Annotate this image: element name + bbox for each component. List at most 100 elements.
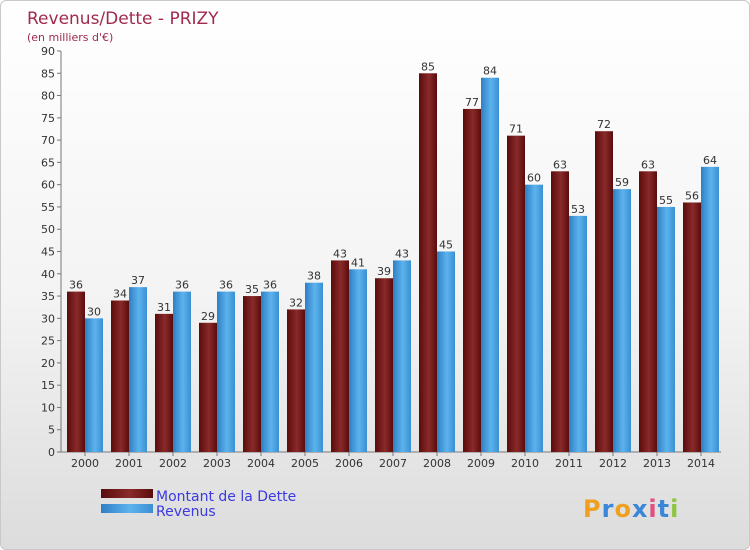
y-tick-label: 90 — [41, 45, 55, 58]
y-tick-label: 5 — [48, 424, 55, 437]
bar-revenus — [657, 206, 675, 452]
value-label: 43 — [395, 247, 409, 260]
bar-revenus — [173, 291, 191, 452]
value-label: 41 — [351, 256, 365, 269]
x-tick-label: 2012 — [599, 457, 627, 470]
logo-letter: t — [658, 495, 670, 523]
y-tick-label: 50 — [41, 223, 55, 236]
value-label: 34 — [113, 288, 127, 301]
y-tick-label: 85 — [41, 67, 55, 80]
value-label: 35 — [245, 283, 259, 296]
value-label: 55 — [659, 194, 673, 207]
value-label: 77 — [465, 96, 479, 109]
bar-dette — [287, 309, 305, 452]
value-label: 43 — [333, 247, 347, 260]
y-tick-label: 70 — [41, 134, 55, 147]
value-label: 72 — [597, 118, 611, 131]
bar-dette — [331, 260, 349, 452]
value-label: 64 — [703, 154, 717, 167]
bar-revenus — [437, 251, 455, 452]
x-tick-label: 2007 — [379, 457, 407, 470]
x-tick-label: 2000 — [71, 457, 99, 470]
bars — [67, 73, 719, 453]
legend-label-revenus: Revenus — [156, 504, 216, 520]
logo-letter: P — [583, 495, 602, 523]
value-label: 85 — [421, 60, 435, 73]
x-tick-label: 2008 — [423, 457, 451, 470]
y-tick-label: 65 — [41, 156, 55, 169]
x-tick-label: 2003 — [203, 457, 231, 470]
y-tick-label: 35 — [41, 290, 55, 303]
value-label: 84 — [483, 65, 497, 78]
bar-revenus — [85, 318, 103, 452]
y-tick-label: 30 — [41, 312, 55, 325]
value-label: 60 — [527, 172, 541, 185]
value-label: 63 — [641, 158, 655, 171]
y-tick-label: 55 — [41, 201, 55, 214]
bar-revenus — [261, 291, 279, 452]
x-tick-label: 2010 — [511, 457, 539, 470]
bar-dette — [463, 108, 481, 452]
legend-label-debt: Montant de la Dette — [156, 489, 296, 505]
chart-title: Revenus/Dette - PRIZY — [27, 9, 219, 29]
value-label: 39 — [377, 265, 391, 278]
value-label: 31 — [157, 301, 171, 314]
y-tick-label: 80 — [41, 90, 55, 103]
bar-dette — [67, 291, 85, 452]
legend-swatch-debt — [101, 489, 153, 498]
value-label: 53 — [571, 203, 585, 216]
legend: Montant de la Dette Revenus — [101, 489, 296, 520]
x-tick-label: 2001 — [115, 457, 143, 470]
legend-swatch-revenus — [101, 504, 153, 513]
proxiti-logo: Proxiti — [583, 495, 679, 523]
value-label: 63 — [553, 158, 567, 171]
x-tick-label: 2013 — [643, 457, 671, 470]
value-labels: 36 30 34 37 31 36 29 36 35 36 32 38 43 41 39 43 85 45 77 84… — [69, 60, 717, 323]
bar-revenus — [481, 77, 499, 452]
value-label: 71 — [509, 123, 523, 136]
value-label: 36 — [69, 279, 83, 292]
bar-revenus — [701, 166, 719, 452]
bar-revenus — [569, 215, 587, 452]
x-tick-label: 2005 — [291, 457, 319, 470]
y-tick-label: 20 — [41, 357, 55, 370]
bar-dette — [419, 73, 437, 453]
logo-letter: o — [614, 495, 632, 523]
value-label: 59 — [615, 176, 629, 189]
chart-subtitle: (en milliers d'€) — [27, 31, 113, 44]
value-label: 56 — [685, 189, 699, 202]
value-label: 45 — [439, 239, 453, 252]
x-tick-label: 2006 — [335, 457, 363, 470]
logo-letter: x — [632, 495, 648, 523]
bar-revenus — [525, 184, 543, 452]
bar-dette — [595, 131, 613, 452]
bar-revenus — [217, 291, 235, 452]
bar-revenus — [305, 282, 323, 452]
y-tick-label: 10 — [41, 401, 55, 414]
y-tick-label: 45 — [41, 246, 55, 259]
value-label: 37 — [131, 274, 145, 287]
bar-dette — [375, 278, 393, 452]
bar-dette — [551, 171, 569, 453]
value-label: 36 — [219, 279, 233, 292]
y-tick-label: 75 — [41, 112, 55, 125]
y-tick-label: 15 — [41, 379, 55, 392]
x-tick-label: 2009 — [467, 457, 495, 470]
bar-dette — [199, 322, 217, 452]
bar-revenus — [393, 260, 411, 452]
logo-letter: r — [602, 495, 615, 523]
y-tick-label: 25 — [41, 335, 55, 348]
axes: 0 5 10 15 20 25 30 35 40 45 50 55 60 65 70 75 80 85 90 2000… — [41, 45, 721, 470]
bar-revenus — [129, 287, 147, 452]
y-tick-label: 60 — [41, 179, 55, 192]
value-label: 36 — [175, 279, 189, 292]
bar-dette — [683, 202, 701, 452]
y-tick-label: 40 — [41, 268, 55, 281]
value-label: 36 — [263, 279, 277, 292]
value-label: 38 — [307, 270, 321, 283]
x-tick-label: 2004 — [247, 457, 275, 470]
x-tick-label: 2014 — [687, 457, 715, 470]
logo-letter: i — [648, 495, 657, 523]
